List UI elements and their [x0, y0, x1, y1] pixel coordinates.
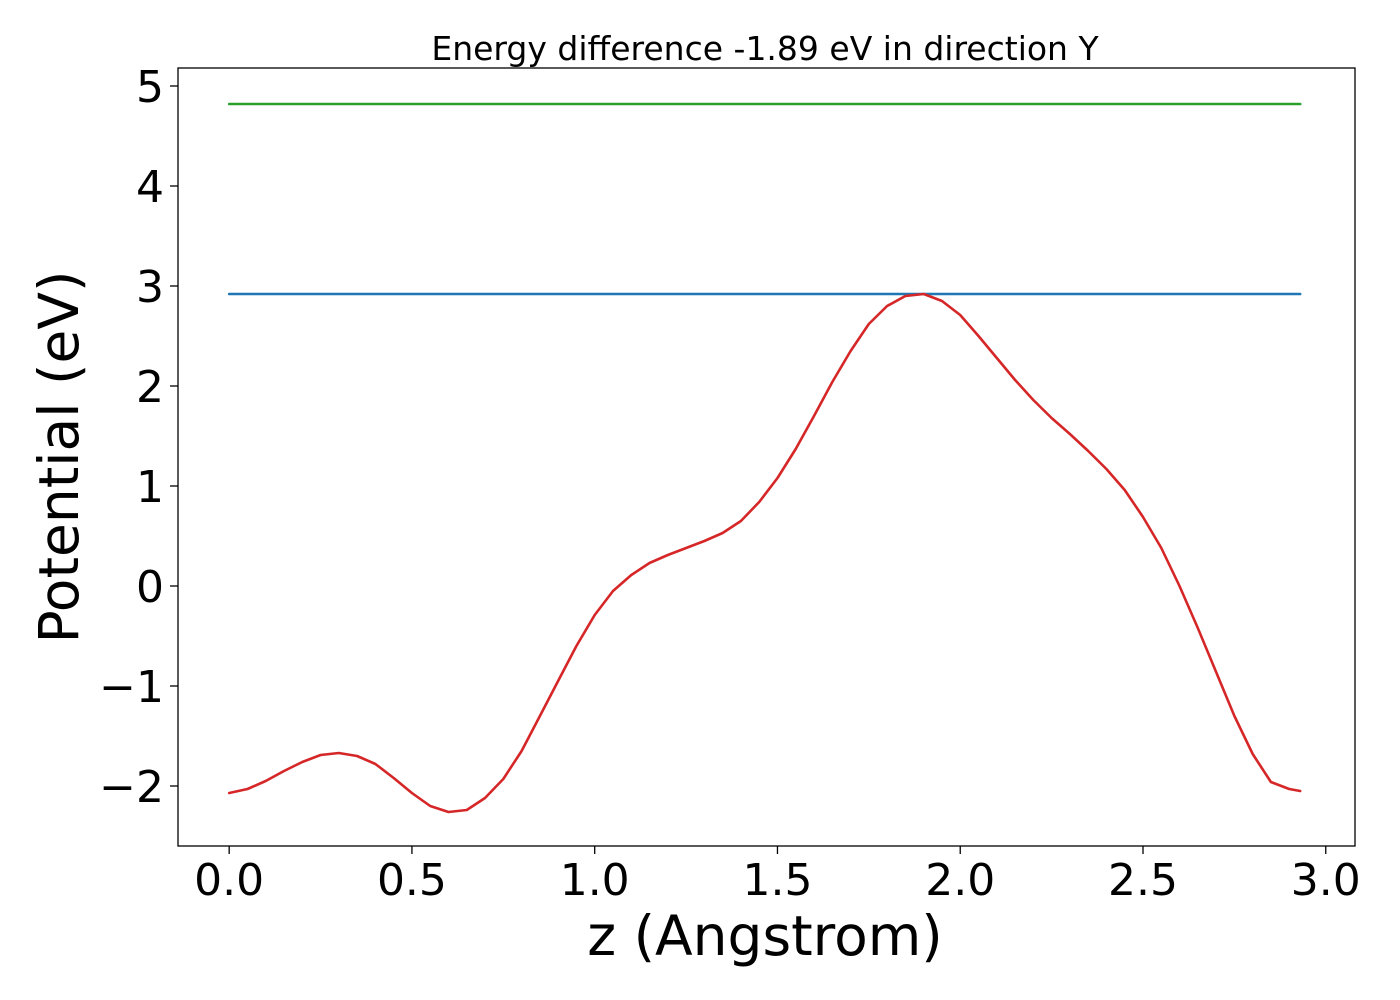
x-tick-label: 1.0 — [560, 855, 630, 906]
y-axis-label: Potential (eV) — [27, 271, 91, 644]
x-axis-label: z (Angstrom) — [587, 904, 943, 968]
x-tick-label: 1.5 — [742, 855, 812, 906]
chart-title: Energy difference -1.89 eV in direction … — [431, 29, 1099, 68]
y-tick-label: 5 — [136, 62, 164, 113]
y-tick-label: 3 — [136, 262, 164, 313]
y-tick-label: 0 — [136, 562, 164, 613]
x-tick-label: 3.0 — [1291, 855, 1361, 906]
x-tick-label: 2.5 — [1108, 855, 1178, 906]
plot-frame — [177, 67, 1356, 847]
plot-area — [227, 102, 1302, 814]
x-tick-label: 2.0 — [925, 855, 995, 906]
y-tick-label: 4 — [136, 162, 164, 213]
y-tick-label: −1 — [99, 662, 164, 713]
y-tick-label: 1 — [136, 462, 164, 513]
axes: 0.0 0.5 1.0 1.5 2.0 2.5 3.0 −2 −1 0 1 2 3 4 5 — [99, 62, 1361, 906]
x-tick-label: 0.0 — [194, 855, 264, 906]
x-tick-label: 0.5 — [377, 855, 447, 906]
y-tick-label: 2 — [136, 362, 164, 413]
series-line-3 — [227, 292, 1302, 814]
y-tick-label: −2 — [99, 762, 164, 813]
